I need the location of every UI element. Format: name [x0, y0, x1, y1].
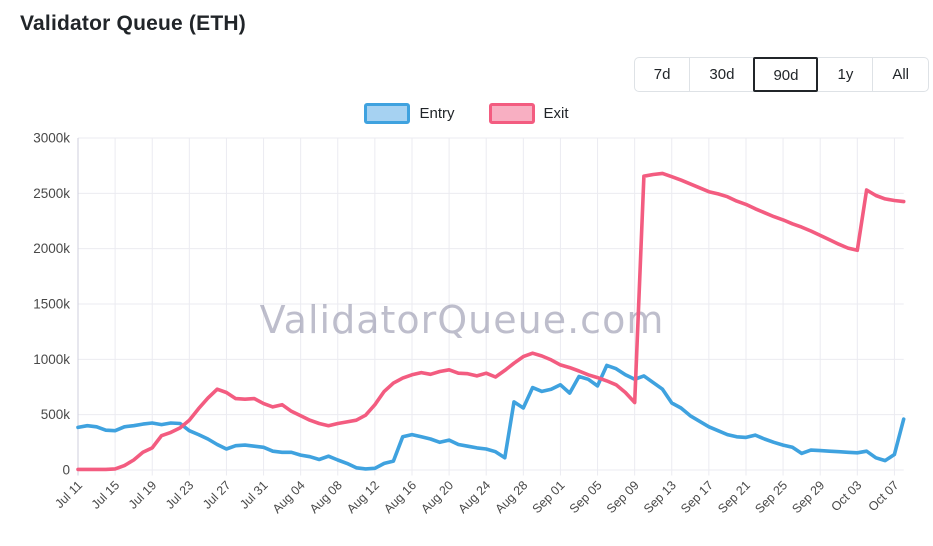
- x-axis-tick-label: Jul 23: [163, 478, 197, 512]
- chart-legend: Entry Exit: [0, 103, 933, 124]
- x-axis-tick-label: Aug 16: [381, 478, 419, 516]
- x-axis-tick-label: Sep 09: [604, 478, 642, 516]
- x-axis-tick-label: Oct 03: [828, 478, 864, 514]
- range-button-90d[interactable]: 90d: [753, 57, 819, 92]
- grid: [77, 137, 904, 476]
- x-axis-tick-label: Sep 13: [641, 478, 679, 516]
- y-axis-tick-label: 3000k: [33, 131, 70, 146]
- legend-item-entry[interactable]: Entry: [364, 103, 455, 124]
- x-axis-tick-label: Oct 07: [866, 478, 902, 514]
- x-axis-tick-label: Aug 28: [493, 478, 531, 516]
- x-axis-tick-label: Aug 20: [418, 478, 456, 516]
- range-button-all[interactable]: All: [872, 57, 929, 92]
- legend-label-exit: Exit: [543, 105, 569, 122]
- entry-swatch-icon: [364, 103, 411, 124]
- y-axis-tick-label: 500k: [41, 407, 71, 422]
- y-axis-tick-label: 2000k: [33, 241, 70, 256]
- x-axis-tick-label: Jul 31: [237, 478, 271, 512]
- x-axis-tick-label: Sep 05: [567, 478, 605, 516]
- y-axis-tick-label: 1500k: [33, 297, 70, 312]
- x-axis-tick-label: Aug 08: [307, 478, 345, 516]
- y-axis-tick-label: 2500k: [33, 186, 70, 201]
- x-axis-tick-label: Sep 17: [678, 478, 716, 516]
- page-title: Validator Queue (ETH): [20, 12, 246, 35]
- entry-line: [76, 363, 906, 471]
- x-axis-tick-label: Sep 29: [789, 478, 827, 516]
- x-axis-tick-label: Sep 01: [530, 478, 568, 516]
- x-axis-tick-label: Sep 25: [752, 478, 790, 516]
- y-axis-tick-label: 1000k: [33, 352, 70, 367]
- time-range-selector: 7d 30d 90d 1y All: [633, 57, 929, 92]
- x-axis-tick-label: Jul 15: [89, 478, 123, 512]
- x-axis-tick-label: Sep 21: [715, 478, 753, 516]
- exit-swatch-icon: [488, 103, 535, 124]
- x-axis-tick-label: Jul 19: [126, 478, 160, 512]
- exit-line: [76, 171, 906, 472]
- legend-item-exit[interactable]: Exit: [488, 103, 569, 124]
- x-axis-tick-label: Aug 04: [270, 478, 308, 516]
- x-axis-tick-label: Aug 24: [455, 478, 493, 516]
- legend-label-entry: Entry: [419, 105, 455, 122]
- x-axis-tick-label: Aug 12: [344, 478, 382, 516]
- x-axis-tick-label: Jul 27: [200, 478, 234, 512]
- y-axis-tick-label: 0: [62, 463, 70, 478]
- x-axis-tick-label: Jul 11: [52, 478, 85, 511]
- watermark: ValidatorQueue.com: [260, 298, 665, 342]
